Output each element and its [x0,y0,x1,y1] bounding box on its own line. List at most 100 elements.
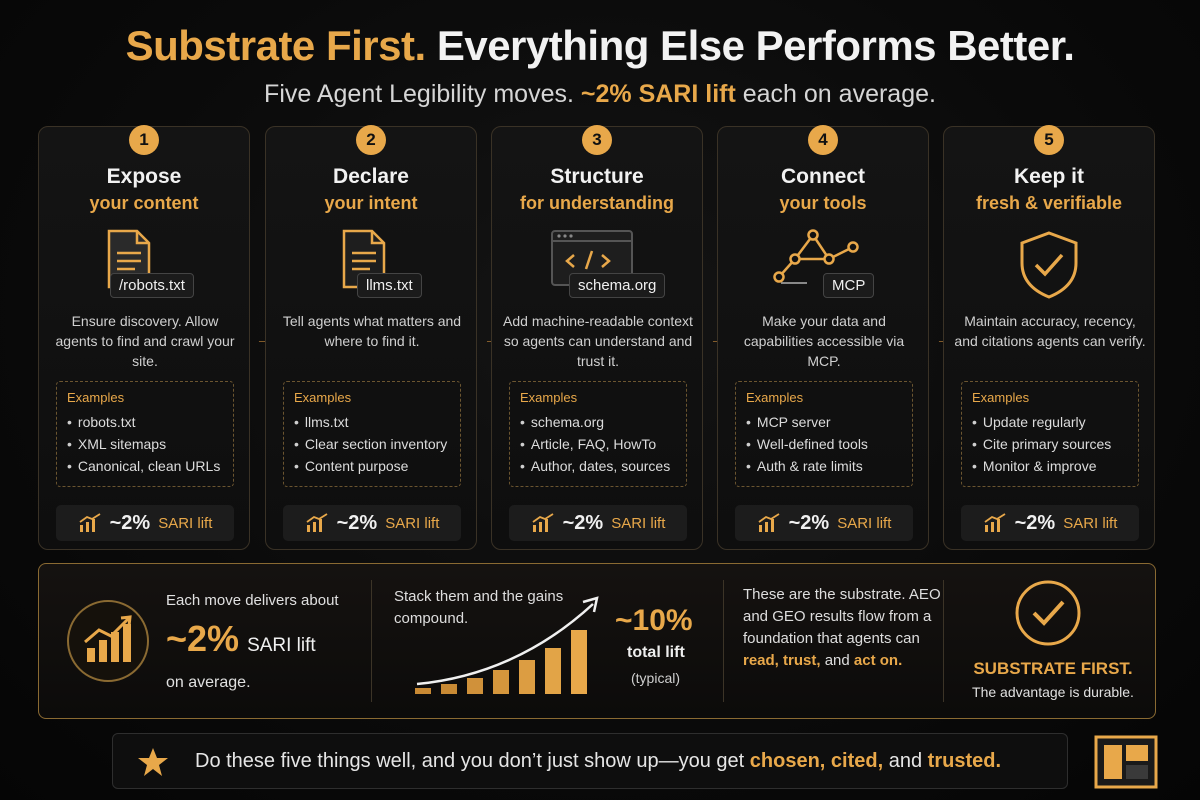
chart-up-icon [306,513,328,532]
examples-label: Examples [520,390,578,405]
card-subtitle: for understanding [520,193,674,213]
footer-text-and: and [888,750,923,772]
examples-label: Examples [746,390,804,405]
footer-highlight: chosen, cited, [749,750,884,772]
examples-box: Examples llms.txt Clear section inventor… [283,381,461,487]
check-circle-icon [1015,580,1081,646]
example-item: llms.txt [294,411,450,433]
page-subtitle: Five Agent Legibility moves. ~2% SARI li… [0,80,1200,109]
subtitle-text: Five Agent Legibility moves. [264,80,574,108]
substrate-highlight-end: act on. [853,652,903,669]
example-item: Content purpose [294,455,450,477]
example-item: schema.org [520,411,676,433]
card-description: Ensure discovery. Allow agents to find a… [55,313,235,369]
lift-label: SARI lift [1063,514,1118,532]
mcp-tag: MCP [823,273,875,298]
example-item: Author, dates, sources [520,455,676,477]
example-item: Clear section inventory [294,433,450,455]
examples-label: Examples [972,390,1030,405]
examples-label: Examples [67,390,125,405]
header: Substrate First. Everything Else Perform… [0,18,1200,109]
card-title: Expose [106,165,182,188]
lift-value: ~2% [109,511,151,534]
lift-label: SARI lift [385,514,440,532]
examples-box: Examples Update regularly Cite primary s… [961,381,1139,487]
move-card-expose: 1 Expose your content /robots.txt Ensure… [38,125,250,550]
moves-cards: 1 Expose your content /robots.txt Ensure… [38,125,1156,550]
step-number: 2 [356,125,386,155]
footer-text: Do these five things well, and you don’t… [195,750,1001,773]
lift-value: ~2% [336,511,378,534]
examples-box: Examples MCP server Well-defined tools A… [735,381,913,487]
lift-value: ~2% [562,511,604,534]
move-card-connect: 4 Connect your tools MCP Make your data … [717,125,929,550]
move-card-structure: 3 Structure for understanding schema.org… [491,125,703,550]
example-item: MCP server [746,411,902,433]
lift-value: ~2% [1014,511,1056,534]
file-tag: llms.txt [357,273,422,298]
lift-label: SARI lift [611,514,666,532]
shield-check-icon [944,225,1154,303]
example-item: Canonical, clean URLs [67,455,223,477]
move-card-keep-fresh: 5 Keep it fresh & verifiable Maintain ac… [943,125,1155,550]
card-title: Connect [781,165,865,188]
subtitle-highlight: ~2% SARI lift [580,80,736,108]
example-item: XML sitemaps [67,433,223,455]
lift-label: SARI lift [837,514,892,532]
summary-lift-value: ~2% [166,618,240,659]
card-description: Maintain accuracy, recency, and citation… [954,313,1146,349]
chart-up-icon [984,513,1006,532]
title-highlight: Substrate First. [125,22,427,69]
file-tag: schema.org [569,273,666,298]
example-item: robots.txt [67,411,223,433]
step-number: 1 [129,125,159,155]
card-subtitle: your tools [779,193,867,213]
star-icon [138,748,168,776]
substrate-highlight: read, trust, [743,652,821,669]
divider [723,580,724,702]
card-subtitle: fresh & verifiable [975,193,1123,213]
total-lift-value: ~10% [615,604,693,637]
growth-chart-icon [67,600,149,682]
summary-each-move: Each move delivers about [166,592,339,609]
substrate-first-label: SUBSTRATE FIRST. [973,659,1133,678]
example-item: Monitor & improve [972,455,1128,477]
footer-banner: Do these five things well, and you don’t… [112,733,1068,789]
footer-highlight-end: trusted. [927,750,1001,772]
substrate-text-and: and [824,652,850,669]
examples-box: Examples schema.org Article, FAQ, HowTo … [509,381,687,487]
summary-average: on average. [166,674,251,691]
brand-logo-icon [1094,735,1158,789]
card-subtitle: your content [89,193,199,213]
summary-compound-text: Stack them and the gains compound. [394,588,564,627]
title-rest: Everything Else Performs Better. [436,22,1075,69]
compound-growth-icon [415,596,599,694]
card-description: Add machine-readable context so agents c… [503,313,693,369]
summary-lift: ~2% SARI lift [166,618,316,660]
substrate-explanation: These are the substrate. AEO and GEO res… [743,584,943,672]
example-item: Auth & rate limits [746,455,902,477]
chart-up-icon [532,513,554,532]
summary-lift-label: SARI lift [247,635,316,656]
card-title: Keep it [1013,165,1084,188]
example-item: Update regularly [972,411,1128,433]
footer-text-start: Do these five things well, and you don’t… [195,750,745,772]
card-subtitle: your intent [324,193,418,213]
subtitle-text-end: each on average. [742,80,936,108]
summary-panel: Each move delivers about ~2% SARI lift o… [38,563,1156,719]
file-tag: /robots.txt [110,273,194,298]
substrate-first-sub: The advantage is durable. [972,684,1134,700]
lift-badge: ~2% SARI lift [283,505,461,541]
lift-badge: ~2% SARI lift [735,505,913,541]
step-number: 5 [1034,125,1064,155]
move-card-declare: 2 Declare your intent llms.txt Tell agen… [265,125,477,550]
card-description: Tell agents what matters and where to fi… [282,313,462,349]
example-item: Cite primary sources [972,433,1128,455]
lift-badge: ~2% SARI lift [961,505,1139,541]
step-number: 4 [808,125,838,155]
lift-value: ~2% [788,511,830,534]
chart-up-icon [758,513,780,532]
step-number: 3 [582,125,612,155]
total-lift-note: (typical) [631,670,681,686]
card-title: Declare [333,165,409,188]
